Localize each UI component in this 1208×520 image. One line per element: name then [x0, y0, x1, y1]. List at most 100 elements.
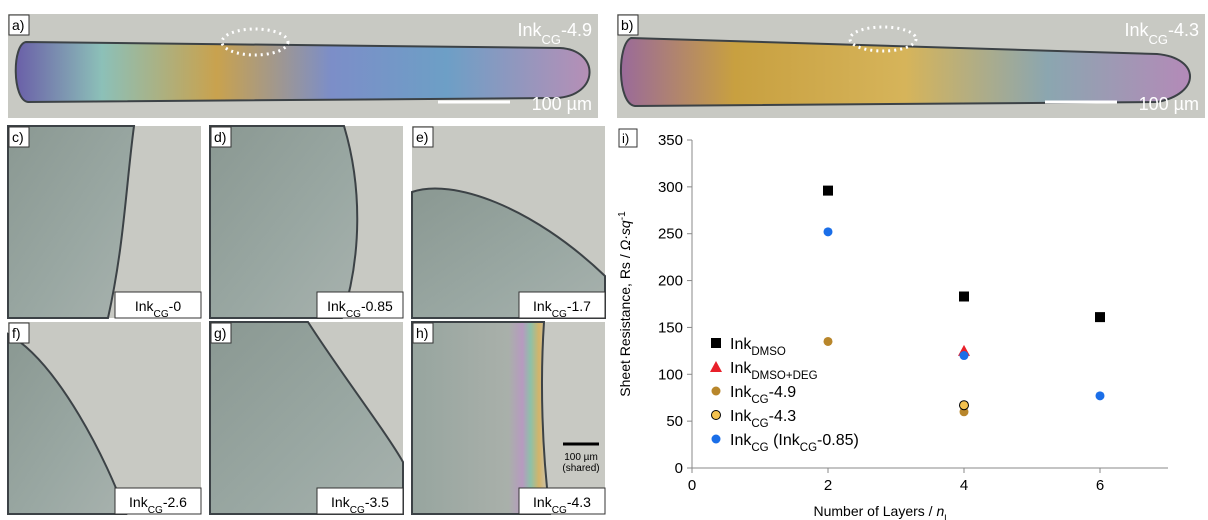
marker-circle: [823, 227, 833, 237]
marker-circle: [823, 336, 833, 346]
marker-square: [823, 185, 833, 196]
text-part: CG: [552, 505, 567, 516]
text-part: CG: [154, 309, 169, 320]
scale-bar-label: (shared): [562, 463, 599, 474]
panel-label: InkCG-4.3: [1125, 20, 1199, 47]
x-tick-label: 4: [960, 477, 968, 494]
text-part: Ink: [327, 298, 347, 314]
film-region: [620, 36, 1191, 108]
panel-letter-box: [210, 126, 232, 148]
text-part: CG: [350, 505, 365, 516]
film-region: [7, 125, 136, 319]
x-tick-label: 6: [1096, 477, 1104, 494]
text-part: Ink: [533, 494, 553, 510]
panel-label-box: [518, 487, 606, 515]
panel-letter-box: [8, 14, 30, 36]
text-part: -0: [169, 298, 182, 314]
panel-letter: b): [621, 17, 633, 33]
text-part: Ink: [135, 298, 155, 314]
y-tick-label: 50: [666, 413, 683, 430]
text-part: CG: [751, 442, 768, 454]
panel-letter: g): [214, 325, 226, 341]
film-region: [209, 125, 359, 319]
panel-label: InkCG-0: [135, 298, 181, 320]
film-region: [411, 187, 606, 319]
text-part: -4.3: [769, 408, 797, 425]
panel-letter-box: [8, 322, 30, 344]
marker-square: [1095, 312, 1105, 323]
y-tick-label: 300: [658, 179, 683, 196]
panel-letter: e): [416, 129, 428, 145]
panel-letter-box: [412, 322, 434, 344]
text-part: -4.9: [561, 20, 592, 40]
legend-label: InkCG-4.9: [730, 384, 796, 406]
y-tick-label: 100: [658, 366, 683, 383]
chart: i) 0 50 100 150 200 250 300 350 0 2 4 6 Number of Lay…: [617, 128, 1168, 520]
y-tick-label: 350: [658, 132, 683, 149]
text-part: CG: [751, 394, 768, 406]
text-part: -4.9: [769, 384, 797, 401]
x-axis-title: Number of Layers / nl: [814, 503, 947, 520]
text-part: Ink: [518, 20, 543, 40]
text-part: DMSO: [751, 346, 786, 358]
text-part: CG: [148, 505, 163, 516]
legend-marker: [711, 386, 721, 396]
panel-letter-box: [412, 126, 434, 148]
micrograph: d) InkCG-0.85: [209, 125, 404, 320]
y-axis-title: Sheet Resistance, Rs / Ω·sq-1: [617, 211, 634, 397]
panel-letter-box: [210, 322, 232, 344]
text-part: Ink: [730, 384, 752, 401]
text-part: n: [936, 503, 944, 519]
highlight-ellipse: [220, 27, 290, 57]
micrograph: a) InkCG-4.9 100 µm: [8, 14, 598, 118]
y-tick-label: 250: [658, 226, 683, 243]
film-region: [209, 321, 404, 515]
text-part: Ω·sq: [617, 220, 633, 250]
text-part: CG: [800, 442, 817, 454]
text-part: Ink: [331, 494, 351, 510]
panel-label-box: [114, 487, 202, 515]
panel-letter-box: [618, 128, 638, 148]
panel-letter: f): [12, 325, 21, 341]
micrograph: c) InkCG-0: [7, 125, 202, 320]
text-part: CG: [751, 418, 768, 430]
panel-label: InkCG-0.85: [327, 298, 393, 320]
text-part: l: [944, 514, 946, 520]
highlight-ellipse: [848, 25, 918, 53]
panel-letter-box: [617, 14, 639, 36]
panel-label-box: [114, 291, 202, 319]
panel-label: InkCG-1.7: [533, 298, 591, 320]
panel-letter: a): [12, 17, 24, 33]
micrograph: h) InkCG-4.3 100 µm(shared): [411, 321, 606, 516]
text-part: Ink: [1125, 20, 1150, 40]
marker-circle: [959, 351, 969, 361]
panel-label-box: [316, 291, 404, 319]
text-part: -4.3: [1168, 20, 1199, 40]
y-tick-label: 150: [658, 319, 683, 336]
panel-label-box: [316, 487, 404, 515]
panel-letter: c): [12, 129, 24, 145]
film-region: [411, 321, 552, 515]
marker-circle: [1095, 391, 1105, 401]
text-part: Ink: [730, 360, 752, 377]
text-part: -0.85: [361, 298, 393, 314]
y-tick-label: 0: [675, 460, 683, 477]
panel-label: InkCG-3.5: [331, 494, 389, 516]
film-region: [14, 40, 591, 104]
micrograph: f) InkCG-2.6: [7, 322, 202, 516]
text-part: DMSO+DEG: [751, 370, 817, 382]
text-part: -0.85): [817, 432, 859, 449]
text-part: -3.5: [365, 494, 389, 510]
text-part: (Ink: [769, 432, 801, 449]
text-part: CG: [542, 32, 561, 47]
panel-label: InkCG-4.3: [533, 494, 591, 516]
text-part: Ink: [730, 336, 752, 353]
legend-label: InkDMSO: [730, 336, 786, 358]
micrograph: b) InkCG-4.3 100 µm: [617, 14, 1205, 118]
scale-bar-label: 100 µm: [532, 94, 592, 114]
panel-label: InkCG-2.6: [129, 494, 187, 516]
x-tick-label: 2: [824, 477, 832, 494]
panel-letter-box: [8, 126, 30, 148]
legend-marker: [711, 434, 721, 444]
